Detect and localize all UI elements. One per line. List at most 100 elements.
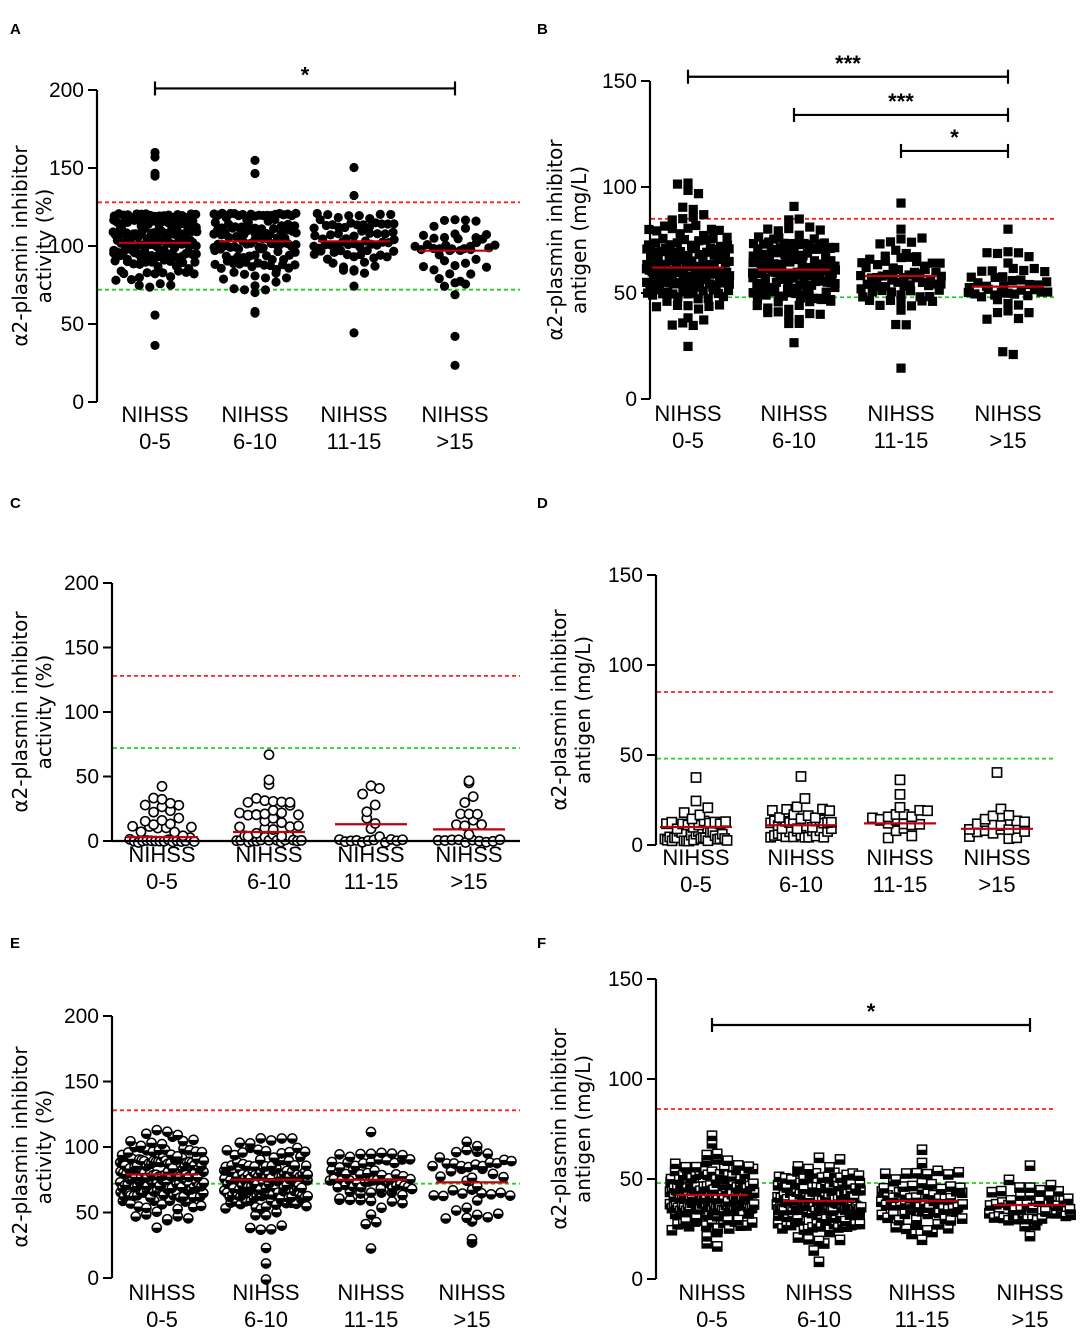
data-point	[678, 318, 688, 328]
data-point	[794, 300, 804, 311]
data-point	[718, 291, 729, 302]
x-category-label-line: 6-10	[797, 1307, 841, 1332]
data-point	[651, 302, 662, 312]
data-point	[881, 282, 891, 292]
y-tick-label: 0	[631, 1268, 643, 1291]
data-point	[250, 827, 262, 839]
data-point	[375, 209, 385, 219]
y-tick-label: 100	[608, 654, 643, 677]
y-axis-label-line: α2-plasmin inhibitor	[543, 139, 567, 341]
data-point	[672, 238, 682, 248]
data-point	[487, 1168, 499, 1180]
data-point	[986, 1186, 998, 1198]
data-point	[672, 260, 682, 270]
x-category-label: NIHSS 11-15	[867, 401, 934, 453]
data-point	[1043, 287, 1053, 297]
data-point	[705, 243, 716, 253]
data-point	[834, 1234, 846, 1246]
data-point	[992, 307, 1003, 318]
data-point	[905, 286, 916, 296]
data-point	[1027, 1202, 1039, 1214]
data-point	[720, 816, 731, 828]
data-point	[957, 1199, 968, 1210]
x-category-label-line: 6-10	[244, 1307, 288, 1332]
data-point	[234, 821, 245, 833]
data-point	[896, 198, 906, 208]
data-point	[784, 239, 794, 249]
data-point	[299, 1146, 311, 1158]
data-point	[281, 273, 292, 283]
y-axis-label-line: α2-plasmin inhibitor	[547, 1028, 571, 1230]
x-category-label: NIHSS 6-10	[767, 845, 834, 897]
data-point	[813, 1256, 825, 1268]
data-point	[151, 233, 161, 243]
data-point	[161, 1126, 173, 1138]
data-point	[683, 223, 693, 233]
data-point	[927, 258, 937, 268]
data-point	[338, 262, 349, 272]
data-point	[990, 290, 1000, 300]
data-point	[164, 797, 176, 809]
data-point	[935, 258, 945, 268]
data-point	[900, 1168, 912, 1179]
data-point	[334, 1162, 346, 1173]
data-point	[824, 242, 835, 253]
data-point	[784, 223, 794, 234]
data-point	[1040, 267, 1050, 277]
data-point	[722, 232, 732, 242]
data-point	[276, 830, 287, 842]
data-point	[748, 1199, 760, 1210]
data-point	[290, 221, 300, 231]
data-point	[722, 1155, 734, 1167]
data-point	[825, 294, 836, 305]
data-point	[696, 272, 706, 282]
data-point	[678, 287, 688, 297]
data-point	[789, 201, 799, 212]
x-category-label-line: 11-15	[895, 1307, 950, 1332]
data-point	[349, 328, 359, 338]
data-point	[748, 238, 759, 249]
data-point	[388, 227, 398, 237]
significance-label: *	[301, 62, 310, 87]
data-point	[774, 812, 785, 823]
data-point	[382, 252, 392, 262]
data-point	[779, 273, 790, 283]
x-category-label: NIHSS 11-15	[866, 845, 933, 897]
data-point	[166, 272, 176, 282]
data-point	[1024, 1160, 1036, 1171]
data-point	[361, 806, 373, 818]
data-point	[995, 803, 1007, 815]
data-point	[191, 209, 201, 219]
data-point	[792, 1232, 804, 1243]
data-point	[506, 1155, 517, 1167]
y-tick-label: 100	[608, 1068, 643, 1091]
data-point	[439, 281, 450, 291]
data-point	[310, 231, 320, 241]
data-point	[763, 224, 773, 234]
data-point	[916, 1144, 928, 1156]
data-point	[924, 280, 934, 291]
data-point	[732, 1214, 744, 1226]
data-point	[880, 251, 890, 261]
data-point	[779, 238, 789, 248]
data-point	[896, 305, 906, 315]
data-point	[987, 810, 999, 822]
data-point	[172, 1203, 183, 1215]
data-point	[158, 268, 168, 278]
data-point	[853, 1170, 865, 1182]
data-point	[167, 223, 177, 233]
data-point	[714, 300, 725, 310]
data-point	[803, 1233, 814, 1245]
data-point	[875, 239, 885, 249]
data-point	[229, 267, 239, 277]
data-point	[116, 266, 126, 276]
data-point	[777, 262, 787, 272]
data-point	[945, 1181, 957, 1192]
data-point	[250, 287, 260, 298]
data-point	[774, 233, 784, 243]
data-point	[471, 1180, 483, 1192]
data-point	[882, 832, 894, 844]
panel-letter: E	[10, 935, 20, 952]
data-point	[1036, 287, 1046, 297]
